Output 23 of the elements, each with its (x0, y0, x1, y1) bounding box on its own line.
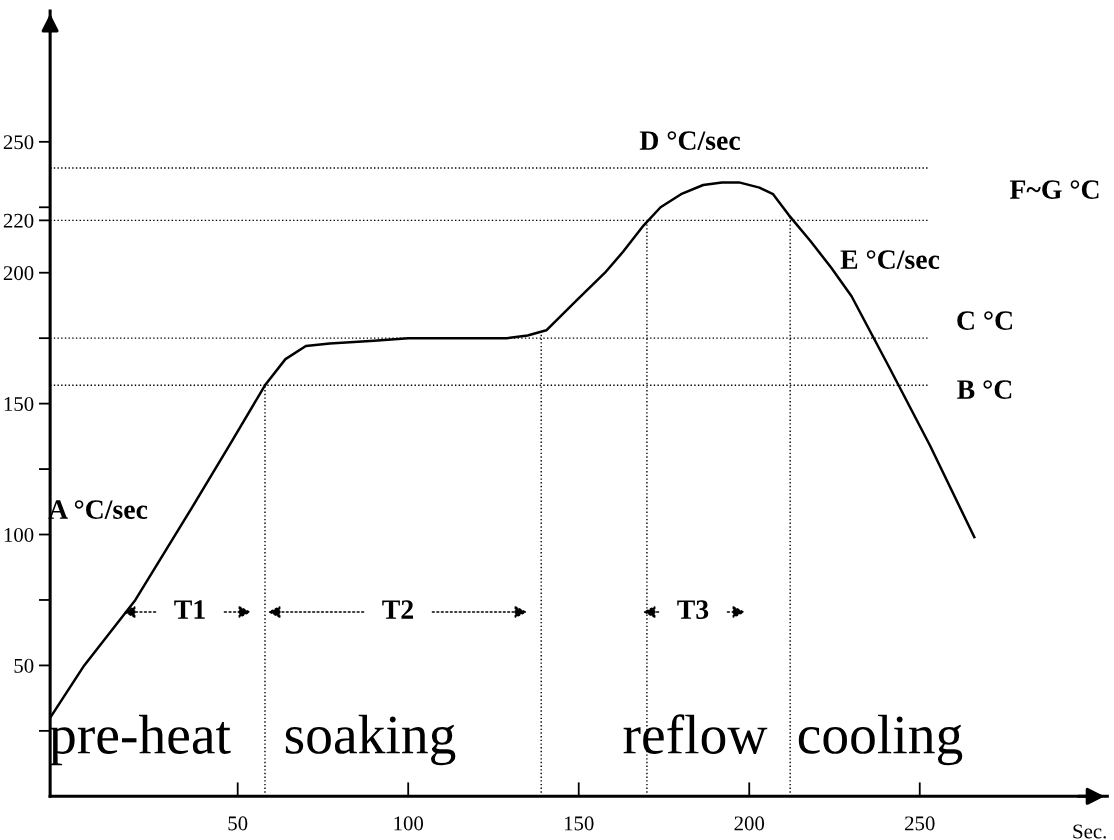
x-tick-label: 250 (905, 816, 935, 831)
y-tick-label: 250 (3, 135, 34, 150)
x-tick-label: 200 (734, 816, 765, 831)
annotation: F~G °C (1009, 180, 1099, 199)
y-tick-label: 200 (3, 266, 34, 281)
y-tick-label: 150 (4, 396, 34, 412)
x-tick-label: 100 (394, 816, 424, 831)
y-tick-label: 100 (4, 527, 34, 542)
annotation: D °C/sec (639, 131, 740, 150)
x-axis-title: Sec. (1073, 824, 1106, 839)
annotation: cooling (798, 714, 963, 766)
y-tick-label: 220 (3, 213, 34, 228)
annotation: T2 (382, 600, 414, 619)
annotation: T1 (174, 600, 205, 619)
annotation: soaking (285, 714, 456, 766)
annotation: reflow (623, 714, 768, 754)
annotation: B °C (957, 380, 1012, 399)
annotation: T3 (677, 600, 709, 619)
annotation: C °C (957, 311, 1012, 330)
annotation: E °C/sec (840, 250, 940, 269)
y-tick-label: 50 (14, 658, 34, 673)
x-tick-label: 150 (564, 816, 594, 831)
x-tick-label: 50 (228, 816, 248, 831)
